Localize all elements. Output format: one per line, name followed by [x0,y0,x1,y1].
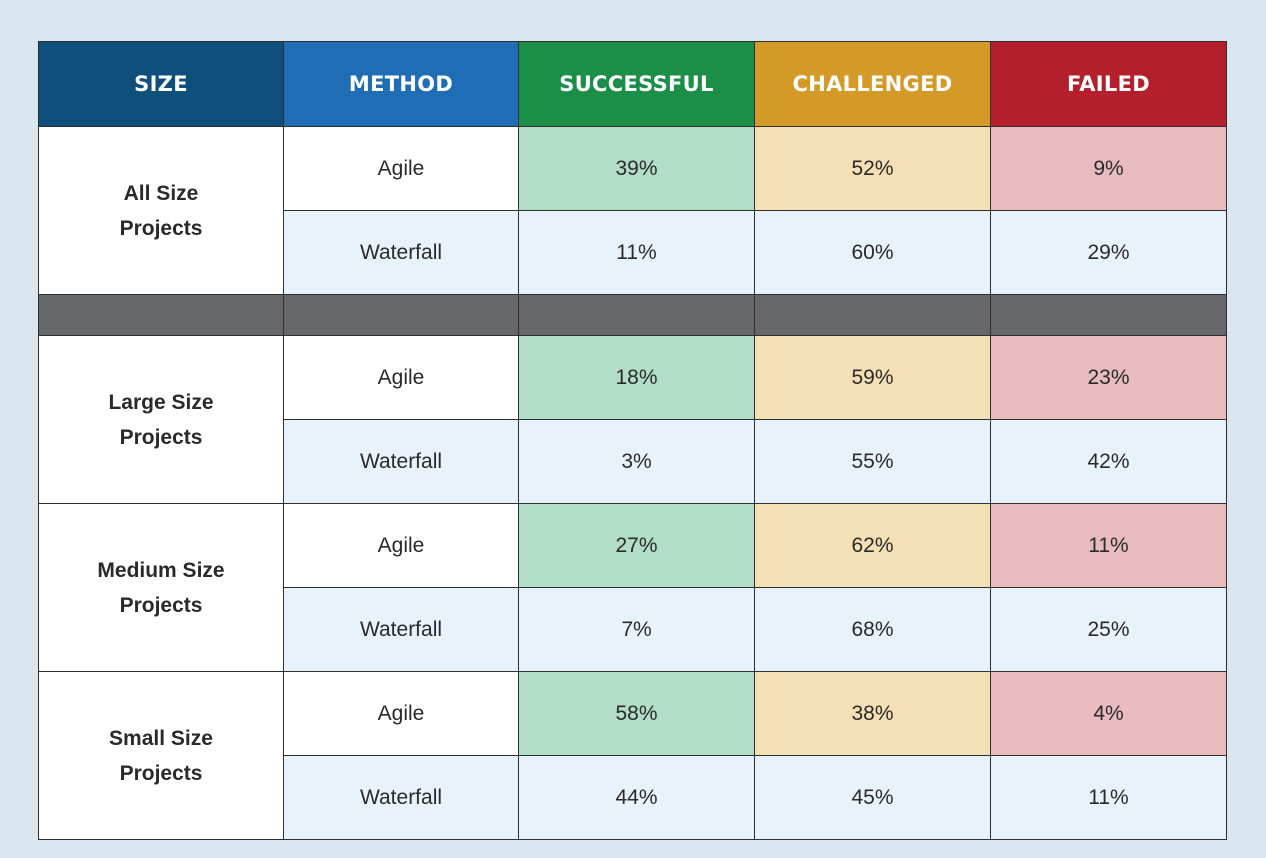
failed-value: 11% [990,503,1227,588]
challenged-value: 45% [754,755,991,840]
challenged-value: 62% [754,503,991,588]
table-row: Small Size Projects Agile 58% 38% 4% [38,671,1227,840]
successful-value: 44% [518,755,755,840]
method-cell: Agile [283,126,519,211]
successful-value: 3% [518,419,755,504]
challenged-value: 68% [754,587,991,672]
method-cell: Agile [283,671,519,756]
size-label-line2: Projects [119,216,203,240]
table-row: Medium Size Projects Agile 27% 62% 11% [38,503,1227,672]
successful-value: 27% [518,503,755,588]
challenged-value: 38% [754,671,991,756]
failed-value: 23% [990,335,1227,420]
separator-cell [518,294,755,336]
size-label: All Size Projects [38,126,284,295]
size-label-line2: Projects [119,425,203,449]
size-label-line1: Large Size [108,390,214,414]
failed-value: 9% [990,126,1227,211]
failed-value: 4% [990,671,1227,756]
size-label: Medium Size Projects [38,503,284,672]
size-label: Small Size Projects [38,671,284,840]
failed-value: 29% [990,210,1227,295]
challenged-value: 60% [754,210,991,295]
column-header-successful: SUCCESSFUL [518,41,755,127]
challenged-value: 55% [754,419,991,504]
column-header-challenged: CHALLENGED [754,41,991,127]
table-row: Waterfall 44% 45% 11% [39,755,1227,840]
method-cell: Waterfall [283,210,519,295]
failed-value: 42% [990,419,1227,504]
separator-cell [990,294,1227,336]
separator-cell [38,294,284,336]
successful-value: 7% [518,587,755,672]
table-row: Waterfall 3% 55% 42% [39,419,1227,504]
table-row: Large Size Projects Agile 18% 59% 23% [38,335,1227,504]
separator-row [38,294,1227,336]
successful-value: 11% [518,210,755,295]
challenged-value: 59% [754,335,991,420]
method-cell: Waterfall [283,419,519,504]
column-header-method: METHOD [283,41,519,127]
table-row: All Size Projects Agile 39% 52% 9% [38,126,1227,295]
table-row: Waterfall 11% 60% 29% [39,210,1227,295]
method-cell: Agile [283,503,519,588]
header-row: SIZE METHOD SUCCESSFUL CHALLENGED FAILED [38,41,1227,127]
separator-cell [754,294,991,336]
column-header-size: SIZE [38,41,284,127]
separator-cell [283,294,519,336]
table-row: Waterfall 7% 68% 25% [39,587,1227,672]
successful-value: 58% [518,671,755,756]
successful-value: 18% [518,335,755,420]
successful-value: 39% [518,126,755,211]
size-label: Large Size Projects [38,335,284,504]
size-label-line1: All Size [123,181,199,205]
method-cell: Agile [283,335,519,420]
results-table: SIZE METHOD SUCCESSFUL CHALLENGED FAILED… [38,41,1227,840]
failed-value: 11% [990,755,1227,840]
size-label-line2: Projects [119,761,203,785]
method-cell: Waterfall [283,755,519,840]
size-label-line1: Medium Size [97,558,225,582]
failed-value: 25% [990,587,1227,672]
challenged-value: 52% [754,126,991,211]
size-label-line1: Small Size [109,726,213,750]
size-label-line2: Projects [119,593,203,617]
method-cell: Waterfall [283,587,519,672]
column-header-failed: FAILED [990,41,1227,127]
